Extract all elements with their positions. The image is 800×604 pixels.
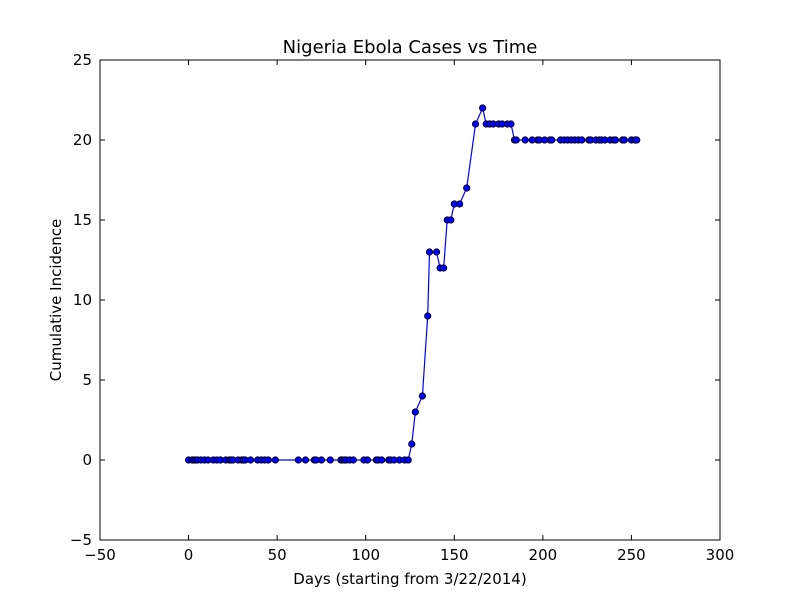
x-tick-label: 50	[268, 546, 287, 564]
data-point	[363, 456, 372, 464]
series-line	[188, 106, 637, 461]
data-point	[578, 136, 586, 144]
data-point	[418, 392, 426, 400]
data-point	[432, 248, 441, 256]
data-point	[271, 456, 279, 464]
y-tick-label: 5	[82, 371, 92, 389]
x-tick-label: 200	[529, 546, 558, 564]
data-point	[378, 456, 386, 464]
chart-title: Nigeria Ebola Cases vs Time	[283, 37, 538, 58]
data-point	[455, 200, 464, 208]
data-point	[447, 216, 455, 224]
y-tick-label: 0	[82, 451, 92, 469]
y-tick-label: 15	[73, 211, 92, 229]
x-tick-label: 0	[184, 546, 194, 564]
data-point	[521, 136, 529, 144]
data-point	[548, 136, 556, 144]
plot-area-frame	[99, 59, 721, 541]
data-point	[264, 456, 272, 464]
data-point	[301, 456, 310, 464]
x-tick-label: 150	[440, 546, 469, 564]
data-point	[326, 456, 334, 464]
x-tick-label: 100	[351, 546, 380, 564]
data-point	[440, 264, 448, 272]
data-point	[424, 312, 432, 320]
data-point	[479, 104, 487, 112]
data-point	[633, 136, 641, 144]
data-point	[246, 456, 255, 464]
data-point	[611, 136, 620, 144]
x-axis-title: Days (starting from 3/22/2014)	[293, 570, 526, 588]
axes	[99, 59, 721, 541]
data-point	[408, 440, 416, 448]
data-point	[294, 456, 302, 464]
data-point	[317, 456, 326, 464]
y-tick-label: 20	[73, 131, 92, 149]
data-point	[349, 456, 357, 464]
data-point	[411, 408, 419, 416]
x-tick-label: −50	[84, 546, 116, 564]
data-point	[471, 120, 480, 128]
data-point	[507, 120, 515, 128]
series-layer	[184, 104, 641, 464]
y-tick-label: −5	[70, 531, 92, 549]
y-tick-label: 25	[73, 51, 92, 69]
x-tick-label: 250	[617, 546, 646, 564]
y-axis-title: Cumulative Incidence	[47, 219, 65, 381]
data-point	[512, 136, 520, 144]
data-point	[404, 456, 412, 464]
x-tick-label: 300	[706, 546, 735, 564]
data-point	[620, 136, 628, 144]
data-point	[463, 184, 471, 192]
data-point	[425, 248, 434, 256]
y-tick-label: 10	[73, 291, 92, 309]
